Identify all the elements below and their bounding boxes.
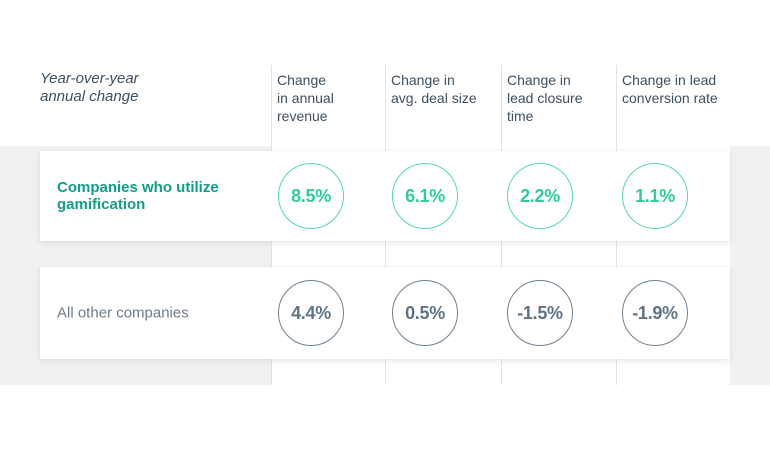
metric-value: -1.9% bbox=[632, 302, 678, 323]
metric-value: 2.2% bbox=[520, 185, 560, 206]
metric-circle-closure-gamification: 2.2% bbox=[507, 163, 573, 229]
metric-circle-conversion-gamification: 1.1% bbox=[622, 163, 688, 229]
table-row-gamification: Companies who utilize gamification 8.5% … bbox=[40, 151, 730, 241]
metric-circle-closure-other: -1.5% bbox=[507, 280, 573, 346]
metric-value: 0.5% bbox=[405, 302, 445, 323]
metric-circle-revenue-other: 4.4% bbox=[278, 280, 344, 346]
metric-value: 4.4% bbox=[291, 302, 331, 323]
table-row-other-companies: All other companies 4.4% 0.5% -1.5% -1.9… bbox=[40, 267, 730, 359]
column-header-deal-size: Change in avg. deal size bbox=[391, 72, 477, 106]
metric-circle-revenue-gamification: 8.5% bbox=[278, 163, 344, 229]
column-header-conversion-rate: Change in lead conversion rate bbox=[622, 72, 718, 106]
table-corner-label: Year-over-year annual change bbox=[40, 70, 139, 105]
column-header-annual-revenue: Change in annual revenue bbox=[277, 72, 334, 124]
metric-circle-dealsize-gamification: 6.1% bbox=[392, 163, 458, 229]
metric-circle-dealsize-other: 0.5% bbox=[392, 280, 458, 346]
metric-value: 8.5% bbox=[291, 185, 331, 206]
row-label-gamification: Companies who utilize gamification bbox=[57, 179, 219, 213]
metric-value: 1.1% bbox=[635, 185, 675, 206]
metric-value: 6.1% bbox=[405, 185, 445, 206]
row-label-other-companies: All other companies bbox=[57, 304, 189, 322]
column-header-closure-time: Change in lead closure time bbox=[507, 72, 583, 124]
metric-value: -1.5% bbox=[517, 302, 563, 323]
metric-circle-conversion-other: -1.9% bbox=[622, 280, 688, 346]
